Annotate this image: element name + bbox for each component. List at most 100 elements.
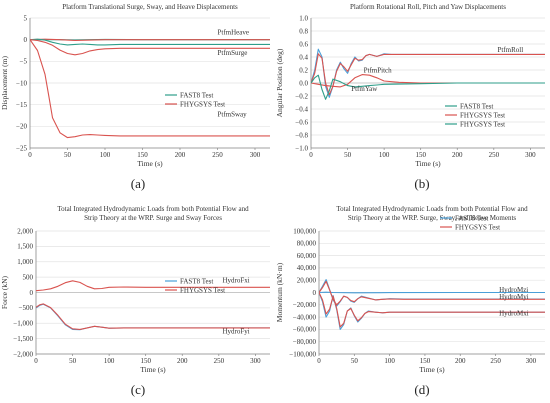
annotation-hydrofxi: HydroFxi <box>222 276 249 284</box>
y-tick-label: 0.4 <box>299 53 308 61</box>
chart-title: Strip Theory at the WRP. Surge and Sway … <box>84 214 222 222</box>
series-line-ptfmyaw <box>311 74 545 100</box>
y-tick-label: 0 <box>30 289 34 297</box>
x-tick-label: 50 <box>64 151 72 159</box>
y-tick-label: −40,000 <box>293 313 317 321</box>
series-line-hydromxi <box>319 292 545 328</box>
x-tick-label: 150 <box>420 357 431 365</box>
annotation-ptfmheave: PtfmHeave <box>218 28 250 36</box>
legend-label: FAST8 Test <box>180 91 213 99</box>
series-line-ptfmsway <box>30 39 270 139</box>
x-tick-label: 50 <box>351 357 359 365</box>
series-line-ptfmsurge <box>30 38 270 46</box>
y-tick-label: 1,500 <box>17 243 33 251</box>
caption-d: (d) <box>414 382 430 397</box>
y-tick-label: −25 <box>16 144 27 152</box>
y-tick-label: −20 <box>16 123 27 131</box>
y-axis-label: Angular Position (deg) <box>275 48 284 117</box>
series-line-hydrofyi <box>36 303 270 330</box>
y-axis-label: Force (kN) <box>0 275 9 309</box>
series-line-ptfmsurge <box>30 39 270 56</box>
legend-label: FAST8 Test <box>460 102 493 110</box>
y-tick-label: 1,000 <box>17 258 33 266</box>
caption-c: (c) <box>130 382 146 397</box>
legend-label: FHYGSYS Test <box>180 100 225 108</box>
x-tick-label: 150 <box>415 151 426 159</box>
chart-d-svg: Total Integrated Hydrodynamic Loads from… <box>275 205 545 374</box>
legend-label: FHYGSYS Test <box>455 223 500 231</box>
x-tick-label: 250 <box>214 357 225 365</box>
y-tick-label: −1.0 <box>295 144 308 152</box>
chart-title: Platform Translational Surge, Sway, and … <box>62 3 238 11</box>
y-tick-label: 0.0 <box>299 79 308 87</box>
annotation-ptfmpitch: PtfmPitch <box>364 67 393 75</box>
x-tick-label: 0 <box>309 151 313 159</box>
x-axis-label: Time (s) <box>137 159 163 168</box>
y-tick-label: 0 <box>24 36 28 44</box>
y-tick-label: 1.0 <box>299 14 308 22</box>
y-tick-label: −20,000 <box>293 301 317 309</box>
y-tick-label: 5 <box>24 14 28 22</box>
y-tick-label: 2,000 <box>17 227 33 235</box>
x-axis-label: Time (s) <box>419 365 445 374</box>
y-tick-label: −0.2 <box>295 92 308 100</box>
x-tick-label: 100 <box>100 151 111 159</box>
y-tick-label: −0.8 <box>295 131 308 139</box>
y-tick-label: 0 <box>313 289 317 297</box>
y-tick-label: 0.8 <box>299 27 308 35</box>
x-tick-label: 150 <box>140 357 151 365</box>
x-tick-label: 250 <box>490 357 501 365</box>
caption-b: (b) <box>414 176 430 191</box>
series-line-hydromzi <box>319 291 545 294</box>
y-tick-label: −1,000 <box>13 320 33 328</box>
chart-panel-c: Total Integrated Hydrodynamic Loads from… <box>0 203 275 403</box>
annotation-ptfmsway: PtfmSway <box>218 110 248 118</box>
y-tick-label: 20,000 <box>297 277 317 285</box>
y-axis-label: Momentum (kN·m) <box>275 262 284 322</box>
y-tick-label: 40,000 <box>297 264 317 272</box>
x-tick-label: 100 <box>384 357 395 365</box>
y-tick-label: −500 <box>19 304 34 312</box>
y-tick-label: −0.4 <box>295 105 308 113</box>
x-tick-label: 100 <box>104 357 115 365</box>
chart-panel-b: Platform Rotational Roll, Pitch and Yaw … <box>275 0 550 200</box>
y-tick-label: 500 <box>23 273 34 281</box>
chart-title: Total Integrated Hydrodynamic Loads from… <box>57 205 249 213</box>
x-tick-label: 200 <box>455 357 466 365</box>
x-tick-label: 250 <box>489 151 500 159</box>
annotation-ptfmyaw: PtfmYaw <box>351 85 378 93</box>
caption-a: (a) <box>130 176 146 191</box>
x-tick-label: 300 <box>525 151 536 159</box>
x-tick-label: 100 <box>379 151 390 159</box>
chart-c-svg: Total Integrated Hydrodynamic Loads from… <box>0 205 270 374</box>
annotation-hydromyi: HydroMyi <box>499 293 529 301</box>
series-line-ptfmroll <box>311 48 545 98</box>
series-line-hydrofxi <box>36 280 270 292</box>
legend-label: FAST8 Test <box>455 214 488 222</box>
y-tick-label: 60,000 <box>297 252 317 260</box>
chart-b-svg: Platform Rotational Roll, Pitch and Yaw … <box>275 3 545 168</box>
y-tick-label: 80,000 <box>297 240 317 248</box>
x-tick-label: 150 <box>137 151 148 159</box>
legend-label: FHYGSYS Test <box>460 120 505 128</box>
x-axis-label: Time (s) <box>140 365 166 374</box>
y-tick-label: −15 <box>16 101 27 109</box>
y-tick-label: −1,500 <box>13 335 33 343</box>
x-tick-label: 200 <box>177 357 188 365</box>
y-axis-label: Displacement (m) <box>0 56 9 110</box>
annotation-hydromzi: HydroMzi <box>499 286 528 294</box>
chart-panel-d: Total Integrated Hydrodynamic Loads from… <box>275 203 550 403</box>
series-line-hydromyi <box>319 280 545 306</box>
x-tick-label: 0 <box>34 357 38 365</box>
y-tick-label: 0.2 <box>299 66 308 74</box>
x-tick-label: 200 <box>452 151 463 159</box>
series-line-ptfmroll <box>311 53 545 96</box>
y-tick-label: −2,000 <box>13 350 33 358</box>
x-tick-label: 300 <box>250 357 261 365</box>
x-tick-label: 300 <box>250 151 261 159</box>
y-tick-label: −100,000 <box>289 350 316 358</box>
y-tick-label: 100,000 <box>293 227 316 235</box>
chart-title: Strip Theory at the WRP. Surge, Sway, an… <box>348 214 517 222</box>
y-tick-label: −80,000 <box>293 338 317 346</box>
chart-a-svg: Platform Translational Surge, Sway, and … <box>0 3 270 168</box>
